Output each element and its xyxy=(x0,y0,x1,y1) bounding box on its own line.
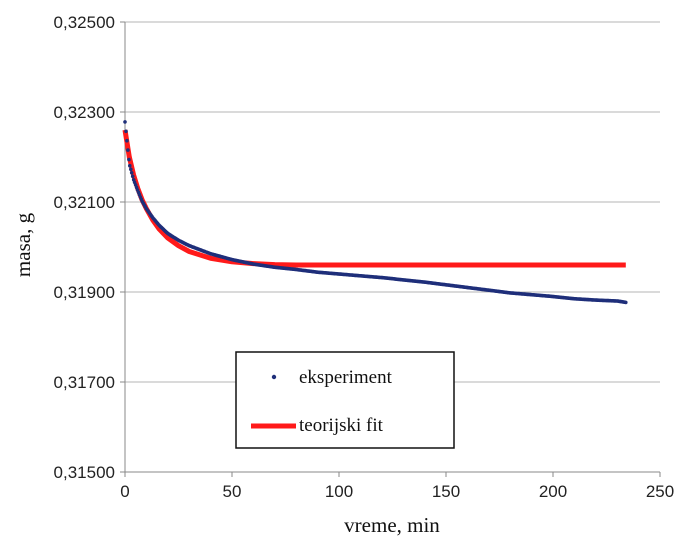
axes xyxy=(120,21,661,477)
legend-marker-eksperiment xyxy=(271,374,277,380)
y-tick-labels: 0,31500 0,31700 0,31900 0,32100 0,32300 0,325… xyxy=(54,13,115,482)
y-tick-label: 0,31500 xyxy=(54,463,115,482)
x-tick-labels: 0 50 100 150 200 250 xyxy=(120,482,674,501)
data-point xyxy=(127,157,131,162)
data-point xyxy=(126,148,130,152)
y-tick-label: 0,31700 xyxy=(54,373,115,392)
data-point xyxy=(624,300,628,305)
x-tick-label: 150 xyxy=(432,482,460,501)
x-tick-label: 200 xyxy=(539,482,567,501)
series-eksperiment xyxy=(123,120,628,305)
data-point xyxy=(123,120,127,124)
x-axis-title: vreme, min xyxy=(344,513,440,537)
y-tick-label: 0,31900 xyxy=(54,283,115,302)
data-point xyxy=(125,138,129,143)
data-point xyxy=(128,163,132,168)
data-point xyxy=(124,129,128,134)
x-tick-label: 0 xyxy=(120,482,129,501)
data-point xyxy=(129,167,133,172)
legend-box xyxy=(235,351,455,449)
data-point xyxy=(129,171,134,175)
y-tick-label: 0,32500 xyxy=(54,13,115,32)
grid-lines xyxy=(125,21,660,383)
data-point xyxy=(130,174,135,179)
x-tick-label: 100 xyxy=(325,482,353,501)
legend-label-teorijski-fit: teorijski fit xyxy=(299,415,384,436)
y-tick-label: 0,32100 xyxy=(54,193,115,212)
legend-label-eksperiment: eksperiment xyxy=(299,367,393,388)
x-tick-label: 250 xyxy=(646,482,674,501)
legend: eksperiment teorijski fit xyxy=(235,351,455,449)
y-tick-label: 0,32300 xyxy=(54,103,115,122)
x-tick-label: 50 xyxy=(223,482,242,501)
y-axis-title: masa, g xyxy=(11,212,35,277)
